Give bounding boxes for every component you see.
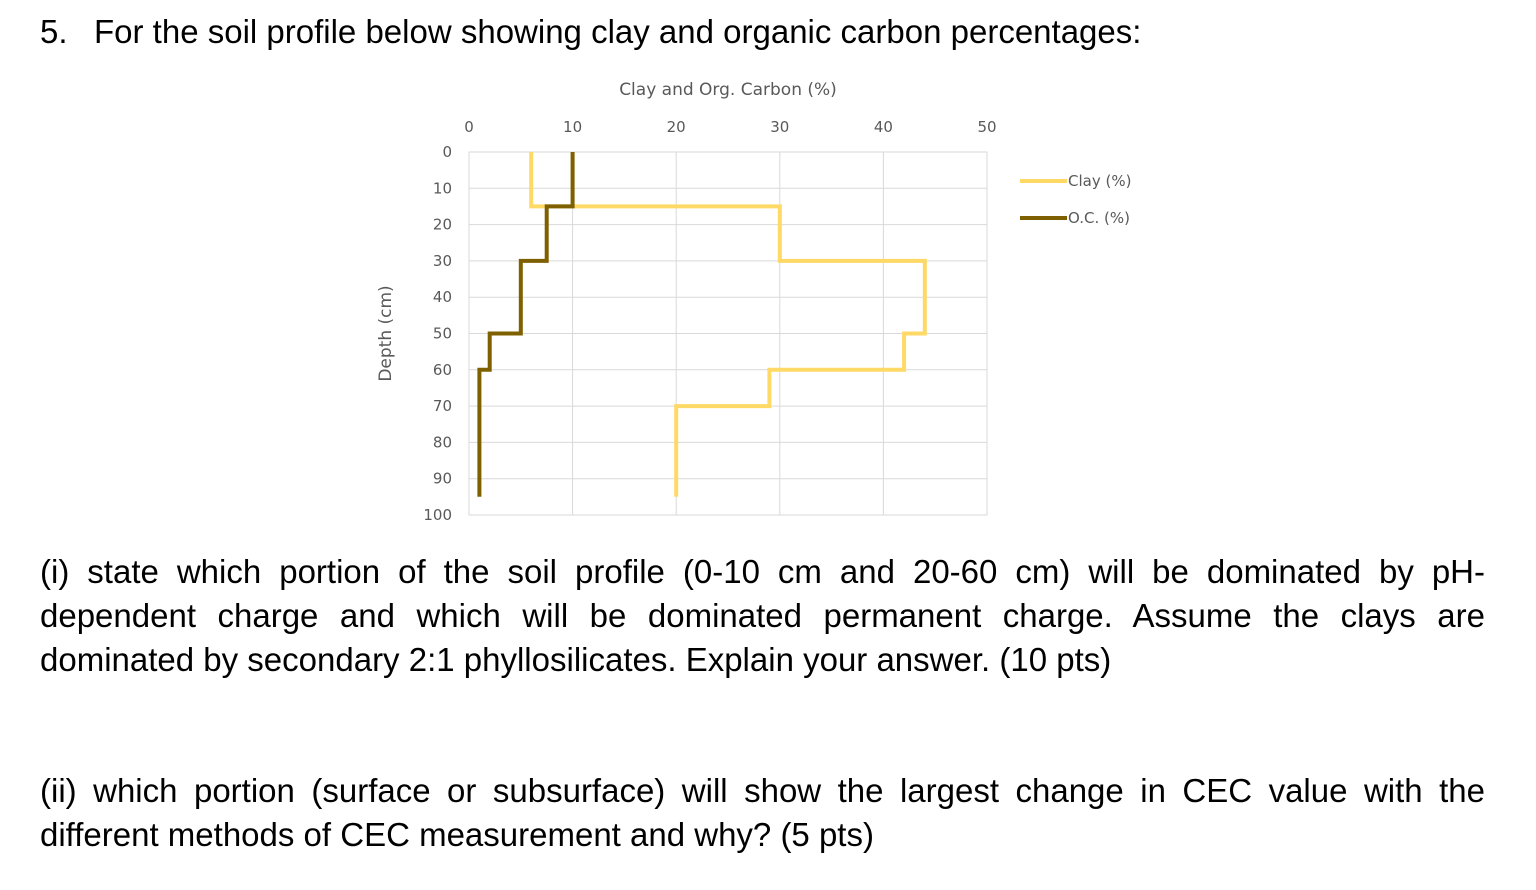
y-tick-label: 90 [433, 470, 452, 488]
series-line [477, 152, 575, 497]
y-tick-label: 0 [442, 143, 452, 161]
series-line [529, 152, 927, 497]
x-tick-label: 10 [563, 118, 582, 136]
y-tick-label: 20 [433, 216, 452, 234]
x-tick-label: 40 [874, 118, 893, 136]
y-tick-label: 80 [433, 433, 452, 451]
y-tick-label: 10 [433, 179, 452, 197]
y-tick-label: 40 [433, 288, 452, 306]
question-part-ii: (ii) which portion (surface or subsurfac… [40, 772, 1485, 853]
question-text: For the soil profile below showing clay … [94, 13, 1142, 50]
legend-label: O.C. (%) [1068, 209, 1130, 227]
x-tick-label: 30 [770, 118, 789, 136]
question-part-i: (i) state which portion of the soil prof… [40, 553, 1485, 678]
y-tick-label: 70 [433, 397, 452, 415]
x-tick-label: 0 [464, 118, 474, 136]
question-title: 5. For the soil profile below showing cla… [40, 10, 1141, 54]
x-tick-label: 20 [667, 118, 686, 136]
y-tick-label: 60 [433, 361, 452, 379]
y-tick-label: 100 [423, 506, 452, 524]
x-axis-title: Clay and Org. Carbon (%) [619, 80, 837, 100]
y-axis-title: Depth (cm) [376, 285, 396, 381]
soil-profile-chart: 0 10 20 30 40 50 0 10 20 30 40 50 60 70 80 90 100 Clay an… [376, 80, 1131, 524]
y-tick-label: 50 [433, 325, 452, 343]
x-tick-label: 50 [977, 118, 996, 136]
legend-label: Clay (%) [1068, 172, 1131, 190]
y-tick-label: 30 [433, 252, 452, 270]
question-number: 5. [40, 13, 68, 50]
